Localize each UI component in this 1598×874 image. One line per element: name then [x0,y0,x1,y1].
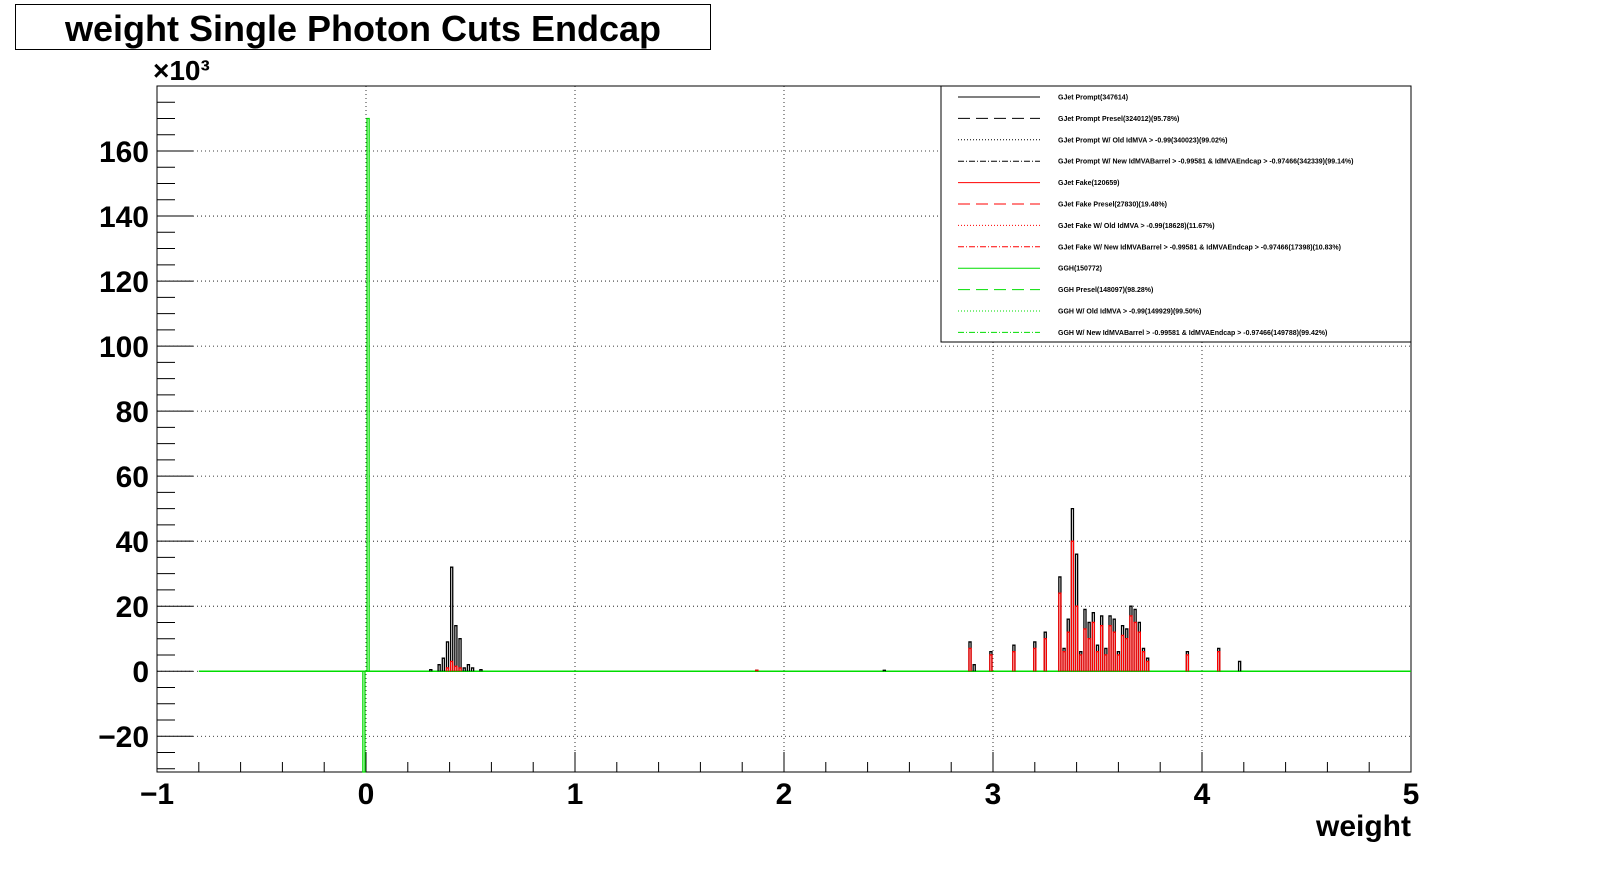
histogram-bin [972,664,976,672]
y-multiplier-label: ×10³ [153,55,210,86]
axes: −1 0 1 2 3 4 5 −20 0 20 40 60 80 100 120 140 160 [98,101,1420,811]
histogram-bin [1043,638,1047,672]
legend-label: GJet Fake W/ Old IdMVA > -0.99(18628)(11… [1058,223,1215,230]
histogram-bin [1112,631,1116,672]
histogram-bin [362,671,366,773]
histogram-bin [1217,651,1221,672]
legend-label: GJet Prompt W/ Old IdMVA > -0.99(340023)… [1058,137,1227,144]
y-tick-label: 40 [116,526,149,559]
y-tick-label: 20 [116,591,149,624]
x-tick-label: −1 [140,778,174,811]
histogram-bin [1185,654,1190,672]
histogram-bin [449,660,454,672]
x-tick-label: 5 [1403,778,1420,811]
histogram-bin [1087,638,1091,672]
histogram-bin [1062,651,1066,672]
legend-label: GJet Prompt(347614) [1058,95,1128,102]
histogram-bin [1099,625,1104,672]
histogram-bin [1079,654,1083,672]
x-tick-label: 2 [776,778,793,811]
chart-title-box: weight Single Photon Cuts Endcap [15,4,711,50]
histogram-bin [1095,651,1100,672]
histogram-bin [479,668,483,672]
histogram-bin [1012,651,1016,672]
y-tick-label: 140 [99,201,149,234]
x-tick-label: 1 [567,778,584,811]
histogram-bin [1125,638,1129,672]
histogram-bin [1104,654,1108,672]
histogram-bin [1083,628,1087,672]
histogram-bin [1120,634,1125,672]
legend-label: GGH(150772) [1058,266,1102,273]
legend-label: GJet Fake W/ New IdMVABarrel > -0.99581 … [1058,244,1341,251]
histogram-bin [366,117,370,672]
x-tick-label: 0 [358,778,375,811]
histogram-bin [1137,631,1141,672]
legend-label: GJet Fake(120659) [1058,180,1119,187]
y-tick-label: 80 [116,396,149,429]
histogram-bin [454,625,458,672]
histogram-bin [1070,540,1075,672]
histogram-bin [458,667,462,672]
histogram-bin [1033,647,1037,672]
histogram-bin [454,665,458,672]
y-tick-label: 60 [116,461,149,494]
histogram-bin [466,664,471,672]
histogram-bin [1237,660,1242,672]
y-tick-label: 120 [99,266,149,299]
histogram-bin [1141,651,1146,672]
histogram-bin [755,669,759,672]
histogram-bin [462,667,466,672]
data-series [198,117,1411,773]
histogram-bin [441,657,446,672]
histogram-bin [458,638,462,672]
histogram-bin [429,668,433,672]
y-tick-label: 100 [99,331,149,364]
legend-label: GJet Prompt Presel(324012)(95.78%) [1058,116,1179,123]
histogram-bin [968,647,972,672]
legend-label: GJet Fake Presel(27830)(19.48%) [1058,202,1167,209]
histogram-bin [1108,625,1112,672]
histogram-bin [470,667,475,672]
histogram-bin [445,667,450,672]
x-tick-label: 4 [1194,778,1211,811]
histogram-bin [882,669,887,672]
x-axis-label: weight [1315,810,1411,843]
y-tick-label: 0 [132,656,149,689]
legend-label: GGH W/ Old IdMVA > -0.99(149929)(99.50%) [1058,309,1201,316]
histogram-bin [1145,660,1150,672]
histogram-bin [1129,615,1133,672]
histogram-bin [1058,592,1062,672]
histogram-bin [1091,621,1096,672]
histogram-bin [1133,621,1137,672]
histogram-bin [1066,631,1070,672]
legend: GJet Prompt(347614) GJet Prompt Presel(32… [940,85,1412,343]
legend-box [940,85,1412,343]
y-tick-label: −20 [98,721,149,754]
legend-label: GGH W/ New IdMVABarrel > -0.99581 & IdMV… [1058,330,1327,337]
legend-label: GJet Prompt W/ New IdMVABarrel > -0.9958… [1058,159,1353,166]
histogram-bin [1074,605,1079,672]
histogram-bin [445,641,450,672]
legend-label: GGH Presel(148097)(98.28%) [1058,287,1153,294]
histogram-bin [989,654,993,672]
histogram-bin [449,566,454,672]
y-tick-label: 160 [99,136,149,169]
histogram-bin [1116,654,1121,672]
chart-title: weight Single Photon Cuts Endcap [64,8,661,49]
x-tick-label: 3 [985,778,1002,811]
histogram-bin [437,664,441,672]
